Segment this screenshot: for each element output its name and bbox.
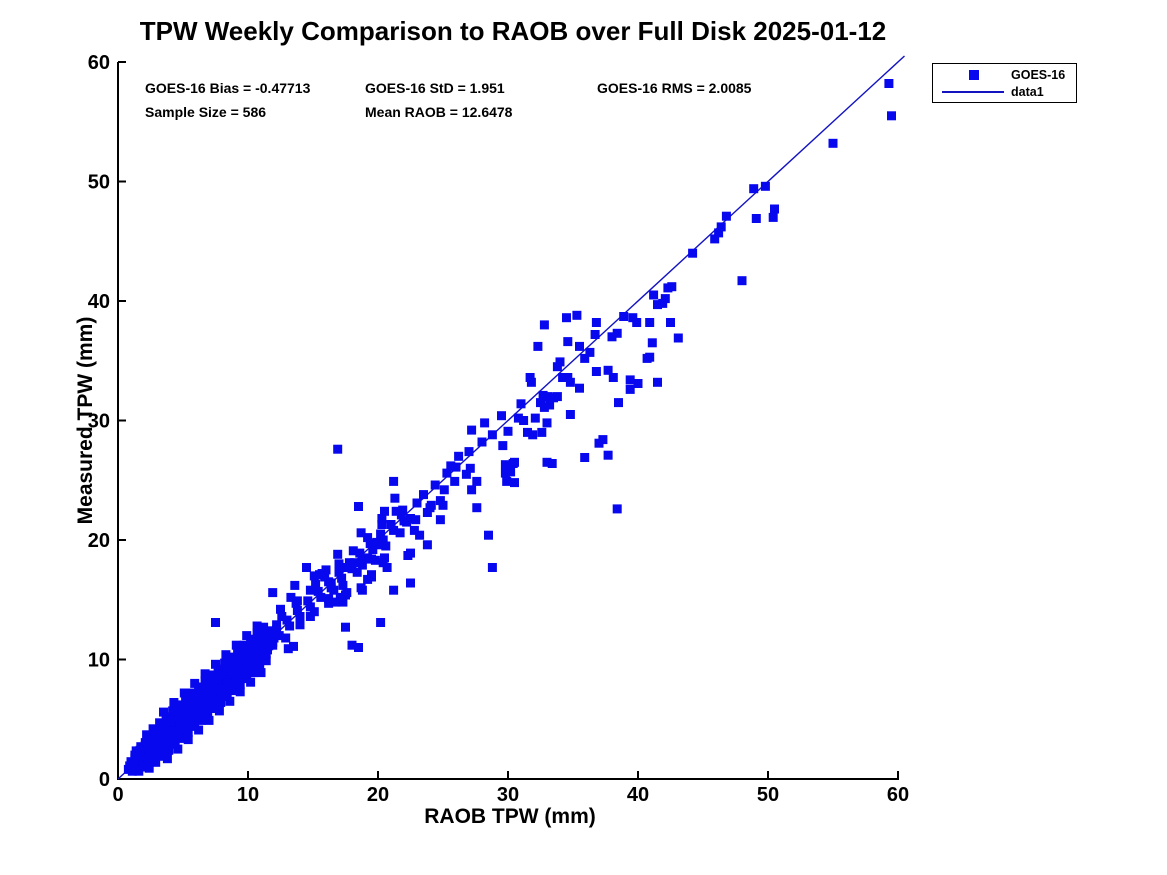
svg-text:10: 10 (88, 650, 110, 672)
svg-text:20: 20 (88, 530, 110, 552)
svg-text:30: 30 (88, 411, 110, 433)
svg-text:40: 40 (88, 291, 110, 313)
legend-entry-goes16[interactable]: GOES-16 (933, 68, 1076, 82)
stat-sample-size: Sample Size = 586 (145, 104, 267, 120)
stat-std: GOES-16 StD = 1.951 (365, 80, 505, 96)
svg-text:40: 40 (627, 784, 649, 806)
svg-text:50: 50 (757, 784, 779, 806)
square-marker-icon (969, 70, 979, 80)
svg-text:0: 0 (99, 769, 110, 791)
svg-text:0: 0 (112, 784, 123, 806)
stat-mean-raob: Mean RAOB = 12.6478 (365, 104, 513, 120)
chart-title: TPW Weekly Comparison to RAOB over Full … (139, 16, 887, 46)
svg-text:30: 30 (497, 784, 519, 806)
legend-label-data1: data1 (1011, 85, 1044, 99)
svg-text:60: 60 (887, 784, 909, 806)
stat-bias: GOES-16 Bias = -0.47713 (145, 80, 311, 96)
legend-label-goes16: GOES-16 (1011, 68, 1066, 82)
stat-rms: GOES-16 RMS = 2.0085 (597, 80, 752, 96)
svg-text:60: 60 (88, 52, 110, 74)
legend: GOES-16 data1 (932, 63, 1077, 103)
line-sample-icon (942, 91, 1004, 93)
svg-text:10: 10 (237, 784, 259, 806)
legend-entry-data1[interactable]: data1 (933, 85, 1076, 99)
svg-text:Measured TPW (mm): Measured TPW (mm) (74, 317, 97, 525)
svg-text:50: 50 (88, 172, 110, 194)
svg-text:20: 20 (367, 784, 389, 806)
svg-text:RAOB TPW (mm): RAOB TPW (mm) (424, 805, 596, 828)
